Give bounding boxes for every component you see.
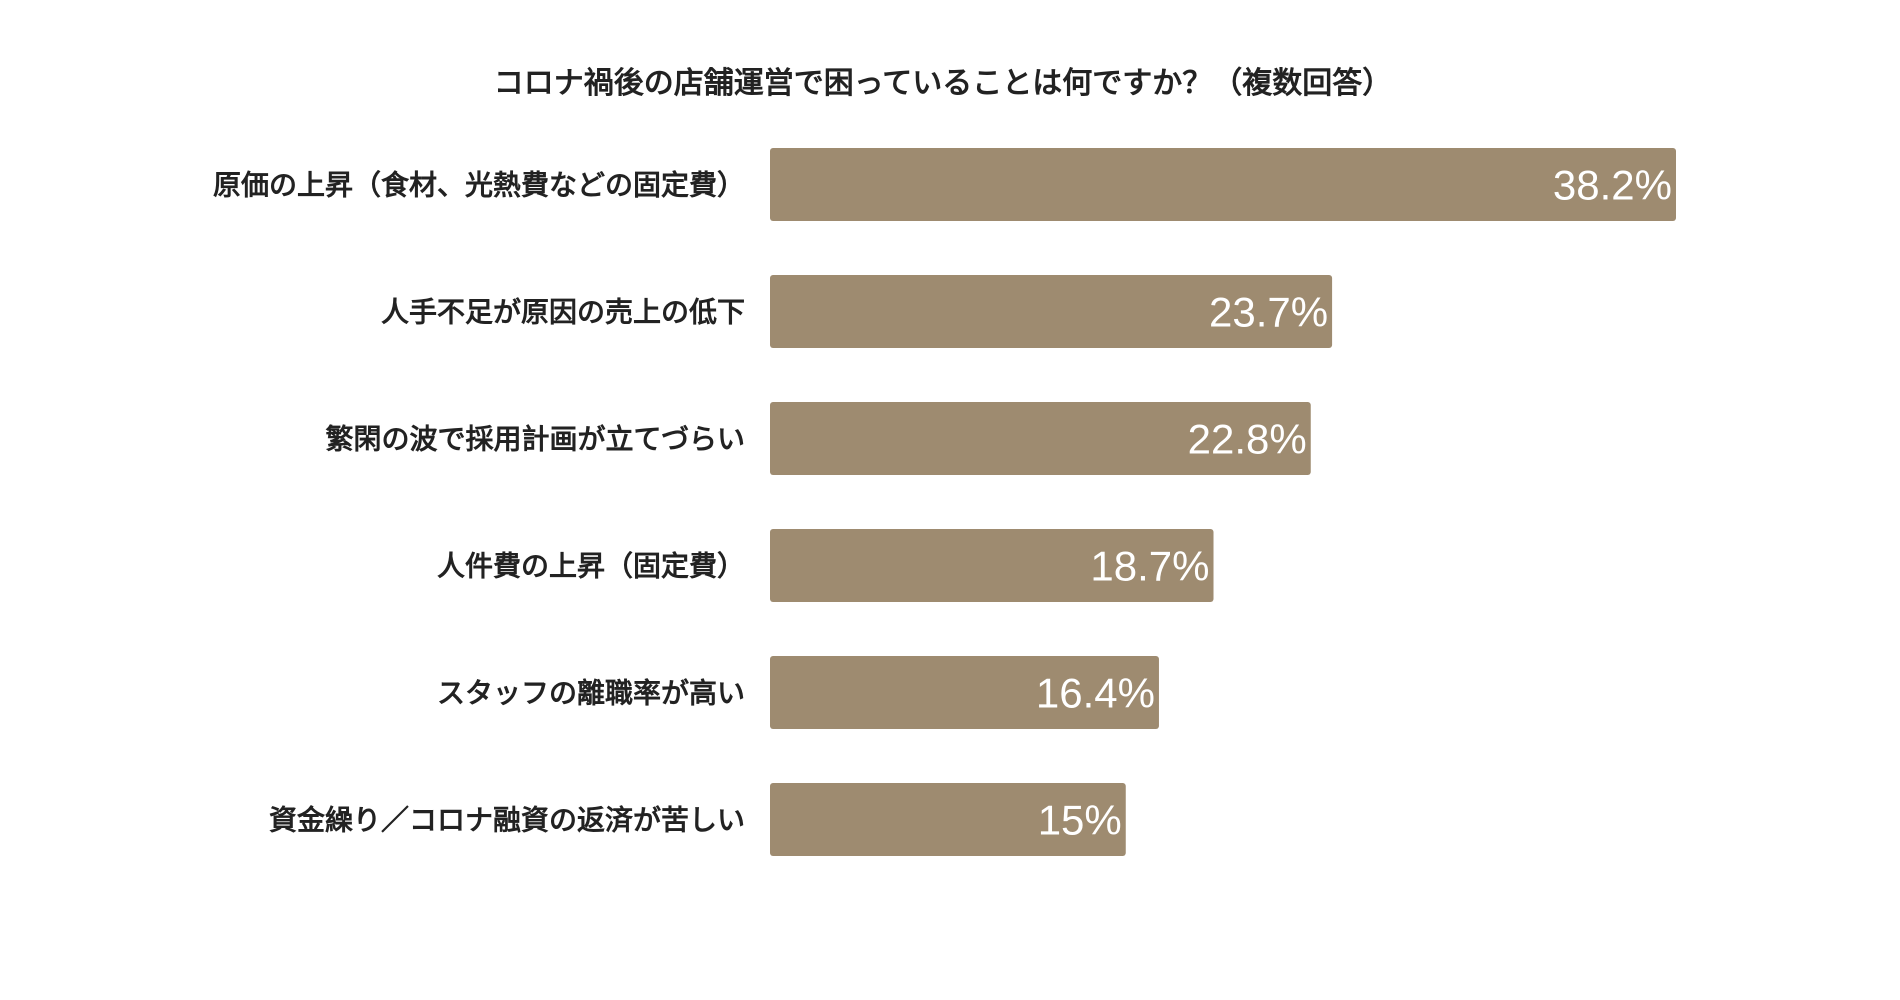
chart-title: コロナ禍後の店舗運営で困っていることは何ですか？（複数回答） xyxy=(494,66,1393,101)
value-label: 18.7% xyxy=(1090,543,1209,590)
bar-row: 資金繰り／コロナ融資の返済が苦しい 15% xyxy=(269,783,1126,856)
bar xyxy=(770,529,1214,602)
bar-row: スタッフの離職率が高い 16.4% xyxy=(437,656,1159,729)
category-label: 人件費の上昇（固定費） xyxy=(437,550,745,583)
bar xyxy=(770,656,1159,729)
value-label: 15% xyxy=(1038,797,1122,844)
bar xyxy=(770,402,1311,475)
value-label: 16.4% xyxy=(1036,670,1155,717)
value-label: 23.7% xyxy=(1209,289,1328,336)
category-label: 資金繰り／コロナ融資の返済が苦しい xyxy=(269,804,745,837)
bar xyxy=(770,783,1126,856)
bar-row: 人件費の上昇（固定費） 18.7% xyxy=(437,529,1214,602)
bar xyxy=(770,148,1676,221)
category-label: 原価の上昇（食材、光熱費などの固定費） xyxy=(213,169,745,202)
bar xyxy=(770,275,1333,348)
category-label: スタッフの離職率が高い xyxy=(437,677,745,710)
bar-row: 人手不足が原因の売上の低下 23.7% xyxy=(381,275,1333,348)
category-label: 繁閑の波で採用計画が立てづらい xyxy=(326,423,745,456)
bar-row: 原価の上昇（食材、光熱費などの固定費） 38.2% xyxy=(213,148,1676,221)
category-label: 人手不足が原因の売上の低下 xyxy=(381,296,745,329)
bars-layer: 原価の上昇（食材、光熱費などの固定費） 38.2% 人手不足が原因の売上の低下 23.… xyxy=(213,148,1676,856)
bar-row: 繁閑の波で採用計画が立てづらい 22.8% xyxy=(326,402,1311,475)
value-label: 22.8% xyxy=(1188,416,1307,463)
value-label: 38.2% xyxy=(1553,162,1672,209)
